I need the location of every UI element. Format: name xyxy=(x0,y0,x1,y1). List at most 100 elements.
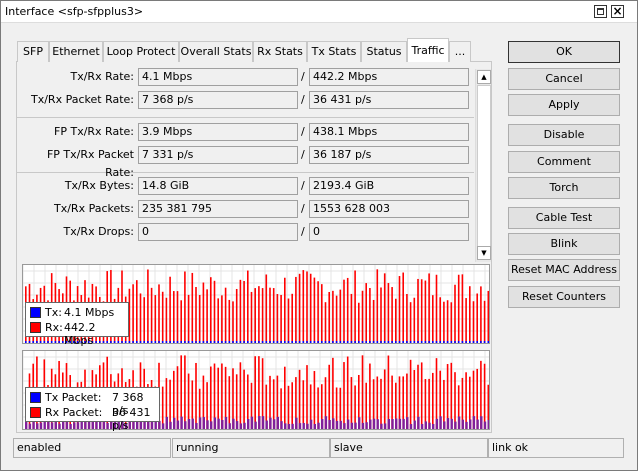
graph-bar xyxy=(224,416,228,429)
graph-bar xyxy=(328,291,330,343)
tab[interactable]: SFP xyxy=(17,41,49,62)
button[interactable]: Reset MAC Address xyxy=(508,259,620,281)
graph-bar xyxy=(409,302,412,343)
tab[interactable]: Tx Stats xyxy=(307,41,361,62)
graph-bar xyxy=(139,293,142,343)
field-separator: / xyxy=(301,179,305,192)
button[interactable]: Comment xyxy=(508,151,620,173)
graph-bar xyxy=(398,276,401,343)
graph-bar xyxy=(76,422,80,429)
graph-bar xyxy=(413,297,416,343)
graph-bar xyxy=(258,341,260,343)
graph-bar xyxy=(461,377,464,429)
tab[interactable]: Traffic xyxy=(407,38,449,62)
tab[interactable]: Ethernet xyxy=(49,41,103,62)
graph-bar xyxy=(187,294,190,343)
graph-bar xyxy=(324,416,328,429)
graph-bar xyxy=(106,422,109,429)
graph-bar xyxy=(343,341,345,343)
graph-bar xyxy=(136,280,138,343)
graph-bar xyxy=(269,341,271,343)
field-value: 36 431 p/s xyxy=(309,91,469,109)
graph-bar xyxy=(287,385,290,429)
tab[interactable]: Rx Stats xyxy=(253,41,307,62)
graph-bar xyxy=(239,362,242,429)
graph-bar xyxy=(446,418,450,429)
button[interactable]: Reset Counters xyxy=(508,286,620,308)
graph-bar xyxy=(354,270,356,343)
window-title: Interface <sfp-sfpplus3> xyxy=(5,5,144,18)
tab[interactable]: Overall Stats xyxy=(179,41,253,62)
graph-bar xyxy=(121,341,123,343)
graph-bar xyxy=(402,376,404,429)
graph-bar xyxy=(213,341,216,343)
graph-bar xyxy=(417,416,420,429)
tab[interactable]: Status xyxy=(361,41,407,62)
graph-bar xyxy=(221,295,223,343)
graph-bar xyxy=(210,366,212,429)
graph-bar xyxy=(87,341,90,343)
button[interactable]: Blink xyxy=(508,233,620,255)
graph-bar xyxy=(335,295,338,343)
legend-swatch xyxy=(30,307,41,318)
graph-bar xyxy=(372,341,375,343)
button[interactable]: OK xyxy=(508,41,620,63)
graph-bar xyxy=(298,341,301,343)
scrollbar[interactable]: ▲ ▼ xyxy=(475,69,491,262)
graph-bar xyxy=(435,358,438,429)
graph-bar xyxy=(480,360,482,429)
graph-bar xyxy=(265,420,268,429)
graph-bar xyxy=(28,423,32,429)
button[interactable]: Torch xyxy=(508,177,620,199)
graph-bar xyxy=(43,416,46,429)
graph-bar xyxy=(306,271,308,343)
button[interactable]: Cable Test xyxy=(508,207,620,229)
graph-bar xyxy=(376,376,379,429)
graph-bar xyxy=(417,278,419,343)
graph-bar xyxy=(380,378,382,429)
tab[interactable]: Loop Protect xyxy=(103,41,179,62)
graph-bar xyxy=(232,301,234,343)
graph-bar xyxy=(450,418,453,429)
graph-bar xyxy=(321,418,324,429)
graph-bar xyxy=(254,288,256,343)
graph-bar xyxy=(465,341,467,343)
maximize-button[interactable] xyxy=(594,5,607,18)
separator xyxy=(16,117,474,118)
graph-bar xyxy=(58,341,60,343)
graph-bar xyxy=(228,341,231,343)
graph-bar xyxy=(328,364,330,429)
graph-bar xyxy=(165,416,168,429)
graph-bar xyxy=(339,420,342,429)
tab[interactable]: ... xyxy=(449,41,471,62)
status-cell: slave xyxy=(330,438,488,458)
graph-bar xyxy=(176,420,180,429)
graph-bar xyxy=(169,421,172,429)
graph-bar xyxy=(324,341,327,343)
graph-bar xyxy=(250,341,253,343)
close-button[interactable]: × xyxy=(611,4,624,18)
graph-bar xyxy=(235,374,238,429)
graph-bar xyxy=(391,375,393,429)
graph-bar xyxy=(469,286,471,343)
graph-bar xyxy=(147,341,149,343)
graph-bar xyxy=(332,357,334,429)
graph-bar xyxy=(432,295,434,343)
graph-bar xyxy=(206,341,208,343)
graph-bar xyxy=(73,422,76,429)
button[interactable]: Cancel xyxy=(508,68,620,90)
graph-bar xyxy=(202,282,205,343)
graph-bar xyxy=(250,291,253,343)
legend-value: 442.2 Mbps xyxy=(64,321,96,347)
graph-bar xyxy=(128,341,131,343)
graph-bar xyxy=(372,299,375,343)
button[interactable]: Disable xyxy=(508,124,620,146)
graph-bar xyxy=(254,341,256,343)
graph-bar xyxy=(358,417,361,429)
graph-bar xyxy=(346,356,349,429)
button[interactable]: Apply xyxy=(508,94,620,116)
graph-bar xyxy=(265,274,268,343)
graph-bar xyxy=(395,341,397,343)
graph-bar xyxy=(69,341,71,343)
graph-bar xyxy=(276,375,279,429)
